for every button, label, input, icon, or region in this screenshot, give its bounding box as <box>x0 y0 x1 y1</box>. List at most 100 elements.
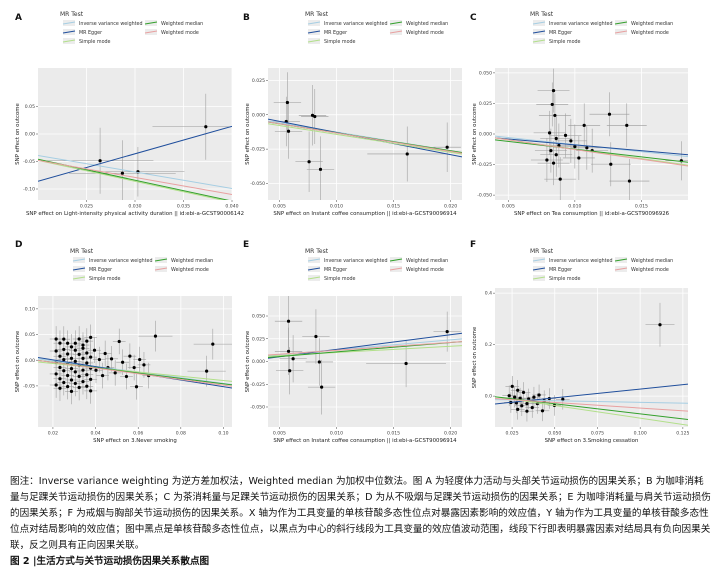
snp-point <box>81 343 85 347</box>
y-tick-label: 0.025 <box>252 78 265 84</box>
snp-point <box>530 405 534 410</box>
snp-point <box>516 407 520 411</box>
plot-background <box>495 288 688 427</box>
gridlines <box>268 296 462 427</box>
legend-key-line <box>307 39 321 43</box>
snp-point <box>507 394 511 398</box>
legend-item: Weighted median <box>144 20 203 27</box>
legend-label: MR Egger <box>549 267 572 273</box>
snp-point <box>318 167 323 171</box>
mr-line-mr-egger <box>38 125 232 182</box>
snp-point <box>62 357 66 362</box>
y-tick-label: 0.00 <box>25 358 35 364</box>
legend-item: Simple mode <box>62 38 111 45</box>
snp-point <box>142 363 146 367</box>
legend-key-line <box>307 30 321 34</box>
legend-label: MR Egger <box>549 30 572 36</box>
y-tick-label: -0.10 <box>23 187 35 193</box>
y-tick-label: 0.000 <box>252 359 265 365</box>
mr-line-weighted-mode <box>495 137 688 167</box>
snp-point <box>62 369 66 373</box>
legend-item: Weighted mode <box>389 29 444 36</box>
legend-label: Weighted mode <box>406 30 444 36</box>
legend-key-line <box>62 30 76 34</box>
snp-point <box>577 156 581 160</box>
legend-label: Inverse variance weighted <box>79 21 143 27</box>
snp-point <box>607 112 612 116</box>
snp-point <box>285 100 289 105</box>
panel-A: A MR Test Inverse variance weighted MR Egge… <box>15 11 244 217</box>
panel-label: A <box>15 13 22 23</box>
y-tick-label: 0.050 <box>252 314 265 320</box>
snp-point <box>85 351 89 355</box>
legend-key-line <box>389 258 403 262</box>
legend-item: Weighted median <box>389 20 448 27</box>
legend: MR Test Inverse variance weighted MR Egger… <box>530 11 673 45</box>
x-tick-label: 0.025 <box>506 431 519 437</box>
y-axis-label: SNP effect on outcome <box>15 103 21 165</box>
snp-point <box>513 395 517 399</box>
legend-key-line <box>532 258 546 262</box>
snp-point <box>54 337 58 341</box>
snp-point <box>314 334 318 339</box>
legend: MR Test Inverse variance weighted MR Egger… <box>530 248 673 282</box>
mr-line-weighted-mode <box>495 398 688 412</box>
legend-label: Inverse variance weighted <box>324 21 388 27</box>
legend-key-line <box>307 21 321 25</box>
snp-point <box>89 355 93 359</box>
snp-point <box>62 337 66 341</box>
y-axis-label: SNP effect on outcome <box>472 326 478 388</box>
snp-point <box>77 352 81 356</box>
snp-point <box>103 351 107 356</box>
legend-item: Weighted mode <box>154 266 209 273</box>
y-tick-label: -0.025 <box>477 162 492 168</box>
legend-item: Inverse variance weighted <box>62 20 143 27</box>
x-tick-label: 0.020 <box>444 431 457 437</box>
legend-item: Weighted median <box>614 257 673 264</box>
snp-point <box>66 384 70 389</box>
legend-key-line <box>144 30 158 34</box>
snp-point <box>69 345 74 349</box>
data-points <box>46 93 232 200</box>
snp-point <box>98 159 102 163</box>
mr-lines <box>495 135 688 167</box>
legend-item: MR Egger <box>532 29 572 36</box>
y-tick-label: 0.2 <box>485 342 492 348</box>
y-tick-label: -0.05 <box>23 384 35 390</box>
legend-key-line <box>532 21 546 25</box>
legend-item: Simple mode <box>72 275 121 282</box>
legend: MR Test Inverse variance weighted MR Egger… <box>70 248 213 282</box>
mr-line-weighted-mode <box>268 121 462 154</box>
panel-label: B <box>243 13 250 23</box>
snp-point <box>609 162 613 166</box>
snp-point <box>100 373 105 378</box>
mr-line-weighted-mode <box>38 359 232 387</box>
legend-item: Weighted mode <box>614 29 669 36</box>
y-tick-label: 0.025 <box>252 336 265 342</box>
legend-label: Simple mode <box>549 276 581 282</box>
axes: 0.02 0.04 0.06 0.08 0.10 -0.05 0.00 0.05 0.10 <box>23 306 229 436</box>
snp-point <box>561 397 565 401</box>
x-tick-label: 0.010 <box>330 431 343 437</box>
gridlines <box>38 68 233 200</box>
x-tick-label: 0.10 <box>218 431 228 437</box>
snp-point <box>557 143 561 148</box>
legend-key-line <box>307 276 321 280</box>
snp-point <box>554 136 558 141</box>
y-tick-label: 0.000 <box>479 132 492 138</box>
snp-point <box>73 370 77 374</box>
legend: MR Test Inverse variance weighted MR Egger… <box>305 11 448 45</box>
legend-item: MR Egger <box>307 266 347 273</box>
snp-point <box>553 113 557 118</box>
plot-background <box>268 68 462 200</box>
legend-label: Inverse variance weighted <box>89 258 153 264</box>
legend-key-line <box>389 21 403 25</box>
snp-point <box>69 378 74 382</box>
y-tick-label: -0.05 <box>23 159 35 165</box>
legend-key-line <box>532 30 546 34</box>
y-axis-label: SNP effect on outcome <box>245 330 251 392</box>
x-tick-label: 0.08 <box>176 431 186 437</box>
legend-key-line <box>532 267 546 271</box>
legend: MR Test Inverse variance weighted MR Egger… <box>60 11 203 45</box>
gridlines <box>495 288 688 427</box>
